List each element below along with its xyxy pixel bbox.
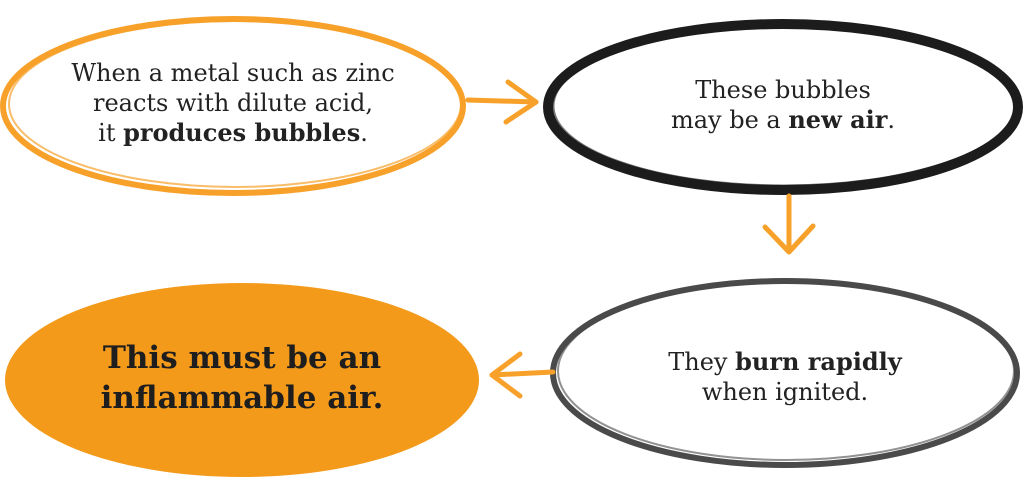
node-zinc-reaction-line1: When a metal such as zinc xyxy=(71,59,395,87)
node-conclusion-line1: This must be an xyxy=(102,340,382,376)
node-burn-rapidly-line1: They burn rapidly xyxy=(585,347,985,377)
node-zinc-reaction-line3: it produces bubbles. xyxy=(33,118,433,148)
line2-suffix: . xyxy=(887,106,896,134)
node-new-air-text: These bubbles may be a new air. xyxy=(583,75,983,135)
node-zinc-reaction-text: When a metal such as zinc reacts with di… xyxy=(33,58,433,148)
node-zinc-reaction-outline xyxy=(0,16,466,196)
line2-prefix: may be a xyxy=(670,106,789,134)
node-conclusion-line2: inflammable air. xyxy=(100,380,384,416)
node-zinc-reaction-line2: reacts with dilute acid, xyxy=(92,89,374,117)
node-conclusion-text: This must be an inflammable air. xyxy=(22,338,462,418)
node-new-air-line1: These bubbles xyxy=(695,76,871,104)
line3-bold: produces bubbles xyxy=(123,118,361,147)
line1-bold: burn rapidly xyxy=(735,347,902,376)
line1-prefix: They xyxy=(668,348,736,376)
node-burn-rapidly-outline xyxy=(550,278,1020,468)
arrow-right-icon xyxy=(465,79,539,125)
node-conclusion-shape xyxy=(5,283,479,477)
line3-suffix: . xyxy=(360,119,368,147)
node-new-air-outline xyxy=(543,19,1023,195)
node-burn-rapidly-text: They burn rapidly when ignited. xyxy=(585,347,985,407)
node-burn-rapidly-line2: when ignited. xyxy=(701,378,869,406)
node-new-air-line2: may be a new air. xyxy=(583,105,983,135)
arrow-left-icon xyxy=(489,351,556,399)
line2-bold: new air xyxy=(788,105,888,134)
arrow-down-icon xyxy=(762,193,816,255)
line3-prefix: it xyxy=(98,119,124,147)
